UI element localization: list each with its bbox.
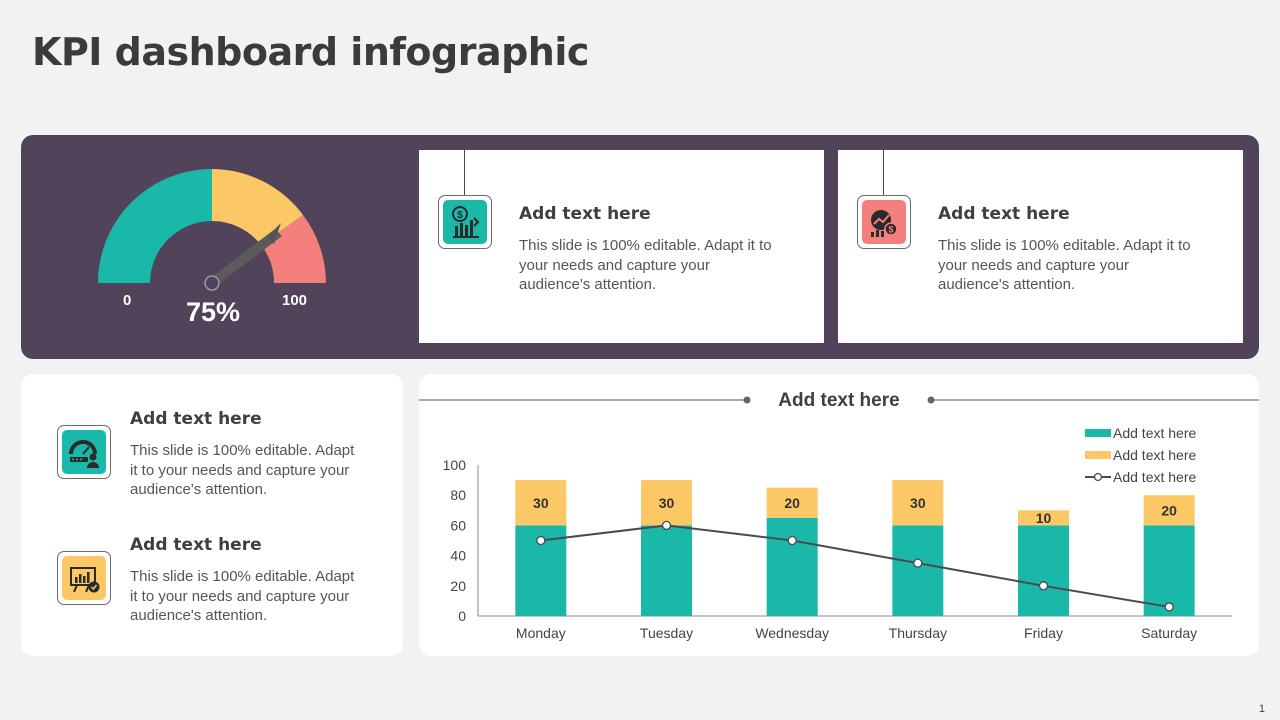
chart-title-dot-right — [927, 396, 935, 404]
bar-stack — [641, 480, 692, 526]
bar-stack — [766, 487, 818, 518]
gauge-max-label: 100 — [282, 292, 308, 309]
item-description: This slide is 100% editable. Adapt it to… — [130, 442, 355, 498]
card-title: Add text here — [519, 204, 651, 224]
bar-data-label: 20 — [1161, 502, 1177, 518]
line-point — [536, 535, 546, 546]
info-card-2: $ Add text here This slide is 100% edita… — [838, 150, 1243, 343]
gauge-value-label: 75% — [186, 297, 241, 327]
gauge-pivot — [204, 275, 220, 291]
speedometer-user-icon — [69, 440, 99, 468]
chart-panel: Add text here 0 20 40 60 80 100 30 Monday 30 Tuesd… — [419, 374, 1259, 656]
presentation-board-icon — [70, 567, 100, 593]
legend-swatch-teal — [1085, 429, 1111, 437]
bar-base — [1143, 525, 1195, 616]
left-info-panel: Add text here This slide is 100% editabl… — [21, 374, 403, 656]
line-point — [1038, 581, 1049, 591]
x-tick-label: Wednesday — [755, 625, 829, 641]
item-title: Add text here — [130, 409, 262, 429]
card-description: This slide is 100% editable. Adapt it to… — [938, 237, 1191, 293]
icon-frame: $ — [438, 195, 492, 249]
legend-label: Add text here — [1113, 469, 1196, 485]
chart-title-dot-left — [743, 396, 751, 404]
icon-frame — [57, 551, 111, 605]
line-point — [1164, 602, 1174, 612]
bar-base — [1018, 525, 1069, 616]
money-chart-icon: $ — [452, 206, 480, 238]
svg-text:$: $ — [457, 210, 463, 221]
x-tick-label: Saturday — [1141, 625, 1197, 641]
x-tick-label: Friday — [1024, 625, 1063, 641]
line-point — [913, 558, 923, 568]
bar-data-label: 20 — [784, 495, 800, 511]
bar-stack — [515, 480, 567, 526]
x-tick-label: Thursday — [889, 625, 947, 641]
card-description: This slide is 100% editable. Adapt it to… — [519, 237, 772, 293]
bar-base — [641, 525, 692, 616]
y-tick-label: 0 — [458, 608, 466, 624]
item-title: Add text here — [130, 535, 262, 555]
bar-data-label: 10 — [1036, 510, 1052, 526]
chart-title: Add text here — [778, 390, 899, 411]
card-connector-line — [464, 150, 465, 195]
card-title: Add text here — [938, 204, 1070, 224]
bar-base — [766, 517, 818, 616]
bar-data-label: 30 — [910, 495, 926, 511]
y-tick-label: 80 — [450, 487, 466, 503]
y-tick-label: 20 — [450, 578, 466, 594]
gauge-widget: 0 100 75% — [21, 135, 401, 359]
line-point — [661, 520, 672, 531]
legend-swatch-marker — [1093, 472, 1103, 482]
bar-data-label: 30 — [533, 495, 549, 511]
legend-label: Add text here — [1113, 425, 1196, 441]
gauge-min-label: 0 — [123, 292, 132, 309]
gauge-segment-teal — [98, 169, 212, 283]
bar-stack — [1143, 495, 1195, 526]
gauge-needle-tip — [267, 223, 281, 244]
bar-data-label: 30 — [659, 495, 675, 511]
y-tick-label: 100 — [443, 457, 467, 473]
bar-stack — [1018, 510, 1069, 526]
card-connector-line — [883, 150, 884, 195]
line-point — [787, 535, 797, 546]
bar-base — [892, 525, 944, 616]
legend-swatch-yellow — [1085, 451, 1111, 459]
item-description: This slide is 100% editable. Adapt it to… — [130, 568, 355, 624]
x-tick-label: Monday — [516, 625, 566, 641]
gauge-segment-yellow — [212, 169, 303, 245]
y-tick-label: 60 — [450, 517, 466, 533]
svg-text:$: $ — [888, 225, 893, 235]
page-number: 1 — [1258, 703, 1265, 715]
info-card-1: $ Add text here This slide is 100% edita… — [419, 150, 824, 343]
page-title: KPI dashboard infographic — [32, 30, 589, 74]
bar-stack — [892, 480, 944, 526]
globe-chart-icon: $ — [871, 210, 898, 237]
legend-label: Add text here — [1113, 447, 1196, 463]
icon-frame: $ — [857, 195, 911, 249]
chart-svg: Add text here 0 20 40 60 80 100 30 Monday 30 Tuesd… — [419, 390, 1259, 641]
gauge-svg — [98, 169, 326, 291]
gauge-segment-coral — [261, 215, 326, 283]
line-series — [540, 524, 1170, 608]
y-tick-label: 40 — [450, 548, 466, 564]
x-tick-label: Tuesday — [640, 625, 693, 641]
icon-frame — [57, 425, 111, 479]
gauge-needle — [209, 229, 282, 286]
